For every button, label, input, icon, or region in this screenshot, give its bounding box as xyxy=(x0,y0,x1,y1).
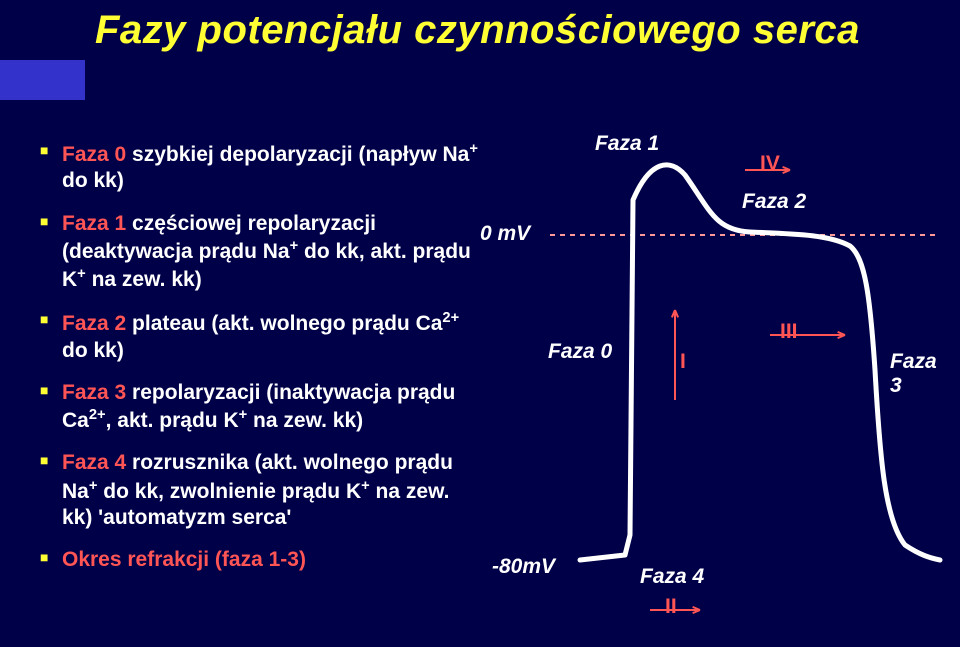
y-label-80mv: -80mV xyxy=(492,555,555,579)
bullet-list: Faza 0 szybkiej depolaryzacji (napływ Na… xyxy=(40,140,480,589)
label-faza4: Faza 4 xyxy=(640,565,704,589)
roman-I: I xyxy=(680,350,686,374)
label-faza1: Faza 1 xyxy=(595,132,659,156)
bullet-item: Faza 0 szybkiej depolaryzacji (napływ Na… xyxy=(40,140,480,195)
roman-III: III xyxy=(780,320,798,344)
label-faza3: Faza 3 xyxy=(890,350,950,398)
label-faza2: Faza 2 xyxy=(742,190,806,214)
bullet-item: Faza 3 repolaryzacji (inaktywacja prądu … xyxy=(40,380,480,435)
slide-title: Fazy potencjału czynnościowego serca xyxy=(95,8,860,53)
roman-II: II xyxy=(665,595,677,619)
accent-block xyxy=(0,60,85,100)
action-potential-chart: 0 mV -80mV Faza 1 Faza 0 Faza 2 Faza 3 F… xyxy=(470,140,950,620)
bullet-item: Faza 2 plateau (akt. wolnego prądu Ca2+ … xyxy=(40,309,480,364)
roman-IV: IV xyxy=(760,152,780,176)
bullet-item: Faza 1 częściowej repolaryzacji (deaktyw… xyxy=(40,211,480,294)
bullet-item: Faza 4 rozrusznika (akt. wolnego prądu N… xyxy=(40,450,480,531)
slide: Fazy potencjału czynnościowego serca Faz… xyxy=(0,0,960,647)
chart-svg xyxy=(470,140,950,620)
y-label-0mv: 0 mV xyxy=(480,222,530,246)
label-faza0: Faza 0 xyxy=(548,340,612,364)
bullet-item: Okres refrakcji (faza 1-3) xyxy=(40,547,480,573)
